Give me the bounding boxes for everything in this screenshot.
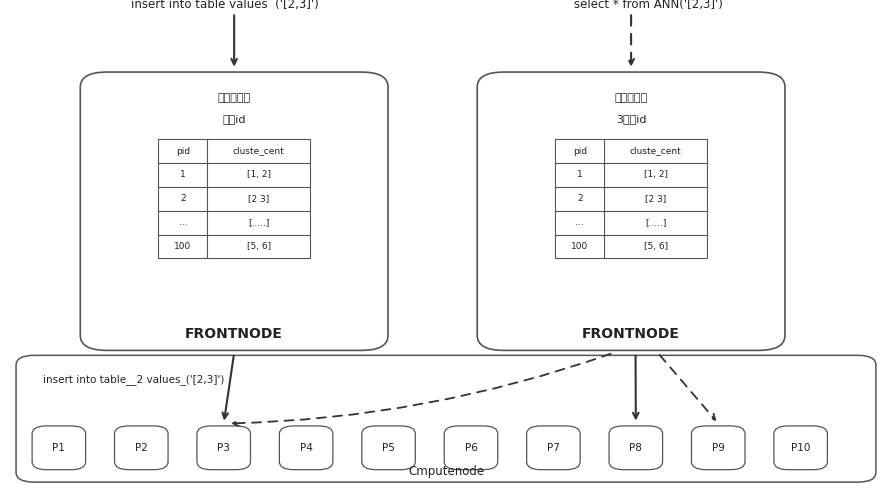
Text: insert into table__2 values_('[2,3]'): insert into table__2 values_('[2,3]') [43, 374, 224, 385]
Text: 查找最近的: 查找最近的 [218, 93, 251, 103]
FancyBboxPatch shape [80, 72, 388, 350]
Text: 2: 2 [180, 194, 186, 203]
Text: P2: P2 [135, 443, 148, 453]
Text: 2: 2 [577, 194, 582, 203]
Text: Cmputenode: Cmputenode [408, 465, 484, 478]
Text: FRONTNODE: FRONTNODE [186, 328, 283, 341]
Text: 1: 1 [180, 170, 186, 179]
Text: 100: 100 [174, 242, 192, 251]
FancyBboxPatch shape [32, 426, 86, 470]
Text: [.....]: [.....] [645, 218, 666, 227]
FancyBboxPatch shape [526, 426, 580, 470]
FancyBboxPatch shape [555, 139, 707, 258]
Text: [.....]: [.....] [248, 218, 269, 227]
Text: [5, 6]: [5, 6] [643, 242, 668, 251]
Text: cluste_cent: cluste_cent [233, 147, 285, 156]
FancyBboxPatch shape [609, 426, 663, 470]
FancyBboxPatch shape [114, 426, 168, 470]
FancyBboxPatch shape [197, 426, 251, 470]
Text: ...: ... [178, 218, 187, 227]
Text: ...: ... [575, 218, 584, 227]
Text: 查找最近的: 查找最近的 [615, 93, 648, 103]
FancyBboxPatch shape [279, 426, 333, 470]
Text: insert into table values  ('[2,3]'): insert into table values ('[2,3]') [131, 0, 319, 11]
Text: [2 3]: [2 3] [645, 194, 666, 203]
Text: P1: P1 [53, 443, 65, 453]
Text: [1, 2]: [1, 2] [644, 170, 667, 179]
FancyBboxPatch shape [444, 426, 498, 470]
Text: 1: 1 [577, 170, 582, 179]
Text: P10: P10 [791, 443, 810, 453]
Text: [2 3]: [2 3] [248, 194, 269, 203]
FancyBboxPatch shape [362, 426, 416, 470]
Text: 聚类id: 聚类id [222, 114, 246, 124]
Text: P7: P7 [547, 443, 560, 453]
Text: P5: P5 [382, 443, 395, 453]
Text: P3: P3 [218, 443, 230, 453]
Text: P6: P6 [465, 443, 477, 453]
Text: P8: P8 [630, 443, 642, 453]
FancyBboxPatch shape [16, 355, 876, 482]
FancyBboxPatch shape [774, 426, 828, 470]
Text: P4: P4 [300, 443, 312, 453]
Text: select * from ANN('[2,3]'): select * from ANN('[2,3]') [574, 0, 723, 11]
Text: 100: 100 [571, 242, 589, 251]
Text: cluste_cent: cluste_cent [630, 147, 681, 156]
Text: [1, 2]: [1, 2] [247, 170, 270, 179]
Text: pid: pid [573, 147, 587, 156]
FancyBboxPatch shape [158, 139, 310, 258]
Text: 3聚类id: 3聚类id [615, 114, 647, 124]
Text: FRONTNODE: FRONTNODE [582, 328, 680, 341]
FancyBboxPatch shape [477, 72, 785, 350]
Text: [5, 6]: [5, 6] [246, 242, 271, 251]
FancyBboxPatch shape [691, 426, 745, 470]
Text: P9: P9 [712, 443, 724, 453]
Text: pid: pid [176, 147, 190, 156]
